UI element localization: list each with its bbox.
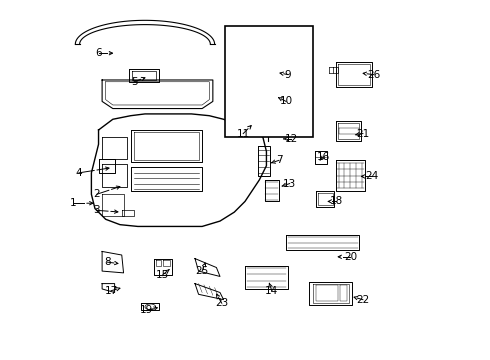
Text: 4: 4 xyxy=(75,168,82,178)
Text: 16: 16 xyxy=(317,152,330,162)
Text: 17: 17 xyxy=(104,286,118,296)
Text: 5: 5 xyxy=(131,77,138,87)
Text: 18: 18 xyxy=(329,197,343,206)
Text: 7: 7 xyxy=(275,156,282,165)
Text: 8: 8 xyxy=(104,257,111,267)
Text: 12: 12 xyxy=(285,134,298,144)
Text: 10: 10 xyxy=(279,96,293,107)
Text: 22: 22 xyxy=(356,295,369,305)
Text: 13: 13 xyxy=(283,179,296,189)
Text: 20: 20 xyxy=(344,252,357,262)
Text: 23: 23 xyxy=(215,298,228,308)
Text: 2: 2 xyxy=(94,189,100,199)
Text: 19: 19 xyxy=(140,305,153,315)
Text: 6: 6 xyxy=(95,48,102,58)
Text: 24: 24 xyxy=(365,171,378,181)
Text: 25: 25 xyxy=(196,266,209,276)
Text: 1: 1 xyxy=(70,198,77,208)
Text: 14: 14 xyxy=(265,286,278,296)
Text: 9: 9 xyxy=(285,69,291,80)
Bar xyxy=(225,26,313,137)
Text: 21: 21 xyxy=(356,129,369,139)
Text: 11: 11 xyxy=(237,129,250,139)
Text: 3: 3 xyxy=(94,205,100,215)
Text: 26: 26 xyxy=(367,69,380,80)
Text: 15: 15 xyxy=(156,270,170,280)
